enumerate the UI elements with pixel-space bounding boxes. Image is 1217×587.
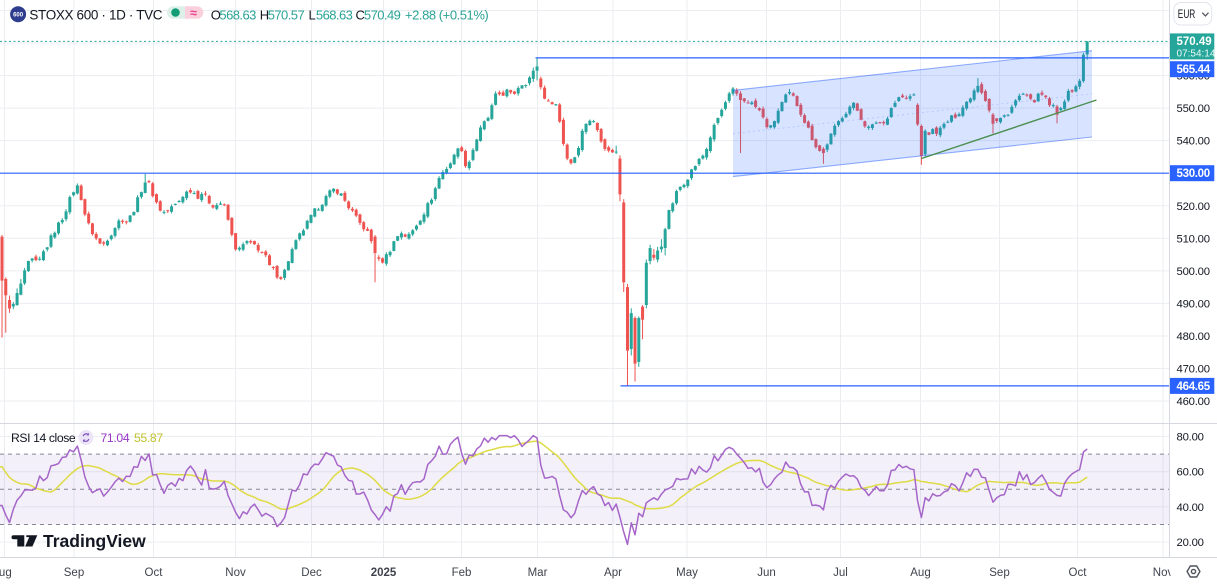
svg-text:510.00: 510.00: [1177, 233, 1210, 245]
svg-text:Sep: Sep: [64, 567, 84, 579]
svg-text:Feb: Feb: [452, 567, 472, 579]
svg-text:Mar: Mar: [528, 567, 548, 579]
svg-text:20.00: 20.00: [1177, 537, 1204, 549]
svg-text:Aug: Aug: [910, 567, 930, 579]
svg-text:570.49: 570.49: [364, 7, 401, 22]
svg-text:Aug: Aug: [0, 567, 12, 579]
svg-text:55.87: 55.87: [134, 431, 163, 445]
svg-text:Dec: Dec: [301, 567, 322, 579]
svg-text:Oct: Oct: [1069, 567, 1088, 579]
svg-text:565.44: 565.44: [1177, 64, 1211, 76]
svg-text:Oct: Oct: [145, 567, 164, 579]
svg-text:464.65: 464.65: [1177, 381, 1211, 393]
svg-text:EUR: EUR: [1178, 7, 1196, 21]
svg-text:568.63: 568.63: [219, 7, 256, 22]
svg-text:STOXX 600 · 1D · TVC: STOXX 600 · 1D · TVC: [29, 7, 162, 22]
svg-text:520.00: 520.00: [1177, 201, 1210, 213]
svg-text:480.00: 480.00: [1177, 331, 1210, 343]
svg-text:May: May: [676, 567, 698, 579]
svg-text:Jul: Jul: [833, 567, 848, 579]
svg-text:80.00: 80.00: [1177, 432, 1204, 444]
svg-text:O: O: [211, 7, 221, 22]
svg-text:H: H: [260, 7, 269, 22]
svg-text:Sep: Sep: [989, 567, 1009, 579]
svg-text:60.00: 60.00: [1177, 467, 1204, 479]
svg-text:RSI 14 close: RSI 14 close: [11, 431, 76, 445]
svg-text:460.00: 460.00: [1177, 396, 1210, 408]
svg-text:600: 600: [13, 12, 24, 18]
svg-text:470.00: 470.00: [1177, 364, 1210, 376]
svg-text:530.00: 530.00: [1177, 168, 1210, 180]
svg-text:07:54:14: 07:54:14: [1177, 49, 1216, 60]
svg-text:+2.88 (+0.51%): +2.88 (+0.51%): [405, 7, 488, 22]
svg-text:40.00: 40.00: [1177, 502, 1204, 514]
svg-text:TradingView: TradingView: [43, 531, 146, 551]
svg-text:568.63: 568.63: [316, 7, 353, 22]
svg-text:71.04: 71.04: [101, 431, 130, 445]
svg-text:Nov: Nov: [225, 567, 246, 579]
svg-text:540.00: 540.00: [1177, 136, 1210, 148]
svg-text:≈: ≈: [190, 6, 197, 20]
svg-text:570.57: 570.57: [268, 7, 305, 22]
svg-text:Nov: Nov: [1153, 567, 1174, 579]
svg-text:L: L: [309, 7, 316, 22]
svg-text:2025: 2025: [371, 567, 397, 579]
svg-text:550.00: 550.00: [1177, 103, 1210, 115]
svg-text:C: C: [356, 7, 365, 22]
svg-text:Jun: Jun: [757, 567, 776, 579]
svg-text:570.49: 570.49: [1177, 36, 1212, 48]
svg-text:Apr: Apr: [604, 567, 622, 579]
svg-text:500.00: 500.00: [1177, 266, 1210, 278]
svg-text:490.00: 490.00: [1177, 298, 1210, 310]
